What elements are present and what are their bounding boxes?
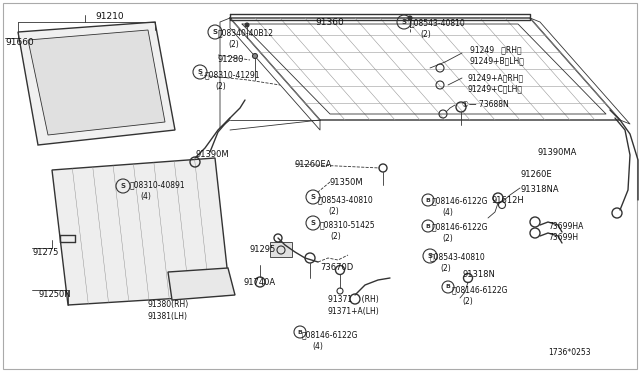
Text: 91249   〈RH〉: 91249 〈RH〉 [470, 45, 522, 54]
Text: ⒲08146-6122G: ⒲08146-6122G [452, 285, 509, 294]
Polygon shape [168, 268, 235, 300]
Bar [270, 242, 292, 257]
Text: 91380(RH): 91380(RH) [148, 300, 189, 309]
Text: S: S [428, 253, 433, 259]
Text: Ⓝ08543-40810: Ⓝ08543-40810 [430, 252, 486, 261]
Text: (2): (2) [420, 30, 431, 39]
Text: 91360: 91360 [315, 18, 344, 27]
Text: 73670D: 73670D [320, 263, 353, 272]
Text: 91260E: 91260E [521, 170, 552, 179]
Text: Ⓝ08340-40B12: Ⓝ08340-40B12 [218, 28, 274, 37]
Text: (2): (2) [328, 207, 339, 216]
Text: Ⓝ08543-40810: Ⓝ08543-40810 [318, 195, 374, 204]
Text: (4): (4) [140, 192, 151, 201]
Text: (2): (2) [440, 264, 451, 273]
Text: (2): (2) [462, 297, 473, 306]
Text: Ⓝ08310-51425: Ⓝ08310-51425 [320, 220, 376, 229]
Circle shape [408, 16, 412, 20]
Text: 91210: 91210 [95, 12, 124, 21]
Text: S: S [310, 194, 316, 200]
Text: 91250N: 91250N [38, 290, 70, 299]
Text: Ⓝ08310-40891: Ⓝ08310-40891 [130, 180, 186, 189]
Polygon shape [28, 30, 165, 135]
Text: 91381(LH): 91381(LH) [148, 312, 188, 321]
Circle shape [245, 23, 249, 27]
Text: 91295: 91295 [250, 245, 276, 254]
Text: (2): (2) [330, 232, 340, 241]
Text: (2): (2) [442, 234, 452, 243]
Polygon shape [18, 22, 175, 145]
Text: Ⓝ08310-41291: Ⓝ08310-41291 [205, 70, 260, 79]
Text: 91275: 91275 [32, 248, 58, 257]
Text: ①— 73688N: ①— 73688N [462, 100, 509, 109]
Text: B: B [445, 285, 451, 289]
Polygon shape [52, 158, 230, 305]
Text: 1736*0253: 1736*0253 [548, 348, 591, 357]
Text: 91318N: 91318N [463, 270, 496, 279]
Text: ⒲08146-6122G: ⒲08146-6122G [432, 196, 488, 205]
Text: 91740A: 91740A [243, 278, 275, 287]
Text: (2): (2) [215, 82, 226, 91]
Text: 91612H: 91612H [492, 196, 525, 205]
Text: B: B [426, 198, 431, 202]
Text: 91318NA: 91318NA [521, 185, 559, 194]
Text: ⒲08146-6122G: ⒲08146-6122G [302, 330, 358, 339]
Text: 91390M: 91390M [195, 150, 228, 159]
Text: 91249+C〈LH〉: 91249+C〈LH〉 [468, 84, 523, 93]
Text: S: S [310, 220, 316, 226]
Text: 91350M: 91350M [330, 178, 364, 187]
Text: B: B [298, 330, 303, 334]
Text: S: S [401, 19, 406, 25]
Text: S: S [198, 69, 202, 75]
Text: 91371    (RH): 91371 (RH) [328, 295, 379, 304]
Text: S: S [120, 183, 125, 189]
Text: 91371+A(LH): 91371+A(LH) [328, 307, 380, 316]
Text: B: B [426, 224, 431, 228]
Text: 91280: 91280 [218, 55, 244, 64]
Text: (4): (4) [312, 342, 323, 351]
Text: (4): (4) [442, 208, 453, 217]
Text: 91249+A〈RH〉: 91249+A〈RH〉 [468, 73, 524, 82]
Circle shape [253, 54, 257, 58]
Text: 91249+B〈LH〉: 91249+B〈LH〉 [470, 56, 525, 65]
Text: 91390MA: 91390MA [538, 148, 577, 157]
Text: ⒲08146-6122G: ⒲08146-6122G [432, 222, 488, 231]
Text: 73699H: 73699H [548, 233, 578, 242]
Text: 91260EA: 91260EA [295, 160, 332, 169]
Text: 91660: 91660 [5, 38, 34, 47]
Text: 73699HA: 73699HA [548, 222, 584, 231]
Text: Ⓝ08543-40810: Ⓝ08543-40810 [410, 18, 466, 27]
Text: (2): (2) [228, 40, 239, 49]
Text: S: S [212, 29, 218, 35]
